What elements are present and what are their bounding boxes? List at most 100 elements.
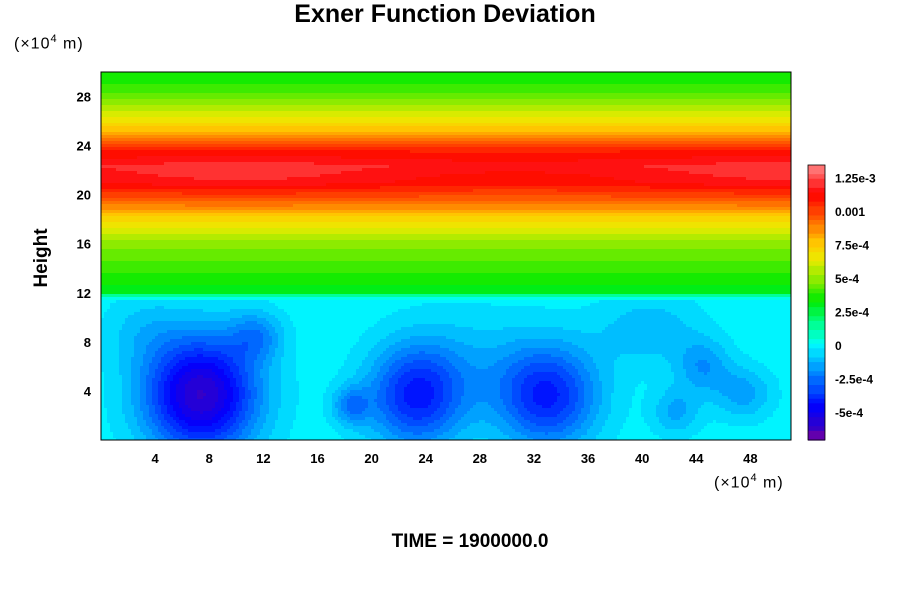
- y-tick-label: 8: [84, 335, 91, 350]
- colorbar-swatch: [808, 192, 825, 198]
- contour-band: [119, 306, 767, 440]
- colorbar-frame: [807, 164, 826, 441]
- y-tick-label: 20: [77, 188, 91, 203]
- colorbar-tick-label: -2.5e-4: [835, 373, 873, 387]
- colorbar-swatch: [808, 297, 825, 304]
- contour-band: [101, 300, 782, 440]
- y-tick-label: 16: [77, 237, 91, 252]
- x-axis-unit: (×104 m): [714, 472, 784, 492]
- colorbar-swatch: [808, 238, 825, 244]
- colorbar-swatch: [808, 178, 825, 184]
- colorbar-swatch: [808, 174, 825, 180]
- colorbar-swatch: [808, 252, 825, 258]
- chart-title: Exner Function Deviation: [294, 0, 596, 28]
- colorbar-tick-label: 0: [835, 339, 842, 353]
- contour-band: [101, 150, 791, 189]
- colorbar-swatch: [808, 389, 825, 395]
- colorbar-swatch: [808, 256, 825, 262]
- colorbar-swatch: [808, 197, 825, 203]
- time-label: TIME = 1900000.0: [391, 531, 549, 552]
- colorbar-swatch: [808, 261, 825, 267]
- colorbar-swatch: [808, 325, 825, 331]
- colorbar-swatch: [808, 284, 825, 290]
- x-tick-label: 44: [689, 451, 704, 466]
- colorbar-swatch: [808, 407, 825, 414]
- x-tick-label: 48: [743, 451, 757, 466]
- colorbar-swatch: [808, 316, 825, 322]
- colorbar-swatch: [808, 330, 825, 336]
- colorbar-swatch: [808, 352, 825, 359]
- colorbar-swatch: [808, 187, 825, 194]
- contour-band: [101, 162, 791, 180]
- x-tick-label: 36: [581, 451, 595, 466]
- colorbar-swatch: [808, 169, 825, 175]
- colorbar-swatch: [808, 201, 825, 207]
- colorbar-swatch: [808, 320, 825, 327]
- colorbar-swatch: [808, 270, 825, 276]
- contour-band: [101, 300, 791, 440]
- colorbar-swatch: [808, 279, 825, 285]
- x-tick-label: 20: [364, 451, 378, 466]
- contour-band: [158, 348, 569, 438]
- colorbar-swatch: [808, 343, 825, 349]
- colorbar-swatch: [808, 375, 825, 382]
- colorbar-swatch: [808, 302, 825, 308]
- colorbar-swatch: [808, 288, 825, 294]
- colorbar-swatch: [808, 403, 825, 409]
- contour-band: [185, 375, 218, 414]
- contour-band: [101, 156, 791, 186]
- colorbar-swatch: [808, 215, 825, 221]
- contour-band: [164, 354, 560, 432]
- colorbar-swatch: [808, 210, 825, 217]
- contour-band: [101, 144, 791, 198]
- contour-field: [101, 72, 791, 440]
- colorbar-swatch: [808, 233, 825, 239]
- colorbar-swatch: [808, 362, 825, 368]
- colorbar-tick-label: 1.25e-3: [835, 171, 876, 185]
- colorbar-swatch: [808, 421, 825, 427]
- colorbar-swatch: [808, 371, 825, 377]
- colorbar-swatch: [808, 334, 825, 340]
- contour-band: [146, 330, 584, 440]
- colorbar-swatch: [808, 366, 825, 372]
- y-tick-label: 12: [77, 286, 91, 301]
- x-tick-label: 4: [152, 451, 160, 466]
- colorbar-swatch: [808, 275, 825, 281]
- colorbar-swatch: [808, 348, 825, 354]
- x-tick-label: 28: [473, 451, 487, 466]
- colorbar-swatch: [808, 220, 825, 226]
- colorbar-tick-label: 2.5e-4: [835, 306, 869, 320]
- colorbar-swatch: [808, 430, 825, 437]
- colorbar-swatch: [808, 435, 825, 441]
- colorbar-swatch: [808, 311, 825, 317]
- x-tick-label: 32: [527, 451, 541, 466]
- contour-band: [131, 315, 755, 440]
- x-tick-label: 8: [206, 451, 213, 466]
- colorbar-swatch: [808, 229, 825, 235]
- colorbar-swatch: [808, 385, 825, 391]
- contour-band: [197, 390, 206, 399]
- colorbar-swatch: [808, 242, 825, 249]
- colorbar-swatch: [808, 398, 825, 404]
- colorbar-swatch: [808, 426, 825, 432]
- colorbar-swatch: [808, 224, 825, 230]
- colorbar: 1.25e-3 0.001 7.5e-4 5e-4 2.5e-4 0 -2.5e-4 -5e-…: [807, 164, 876, 441]
- x-tick-label: 16: [310, 451, 324, 466]
- y-tick-label: 4: [84, 384, 92, 399]
- colorbar-swatch: [808, 265, 825, 272]
- colorbar-swatch: [808, 165, 825, 171]
- colorbar-swatch: [808, 247, 825, 253]
- colorbar-swatch: [808, 417, 825, 423]
- colorbar-swatch: [808, 183, 825, 189]
- contour-band: [101, 285, 791, 294]
- colorbar-swatch: [808, 380, 825, 386]
- x-ticks: 4 8 12 16 20 24 28 32 36 40 44 48: [152, 451, 758, 466]
- colorbar-swatch: [808, 412, 825, 418]
- colorbar-tick-label: 5e-4: [835, 272, 859, 286]
- plot-frame: [100, 71, 792, 441]
- colorbar-swatch: [808, 307, 825, 313]
- contour-band: [101, 147, 791, 195]
- y-tick-label: 24: [77, 139, 92, 154]
- y-ticks: 4 8 12 16 20 24 28: [77, 90, 92, 399]
